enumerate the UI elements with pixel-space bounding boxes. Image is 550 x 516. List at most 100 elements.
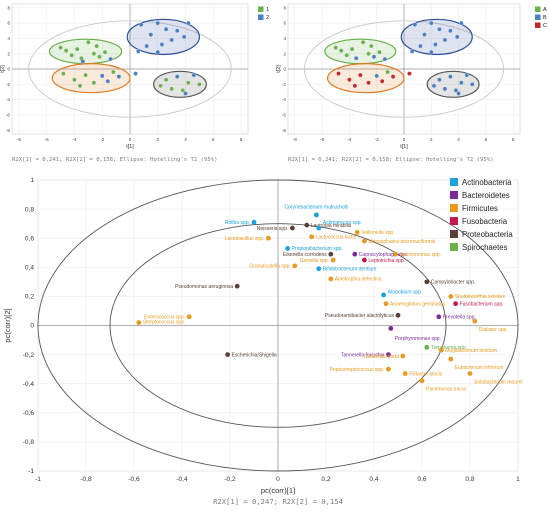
loading-point [328,251,334,257]
loading-plot: Rothia spp. Corynebacterium matruchotii Ne… [3,177,523,506]
point-label: Fusobacterium spp. [460,301,504,307]
legend-swatch [535,22,541,28]
point-label: Abiotrophia defectiva [335,277,382,283]
loading-point [400,353,406,359]
point-label: Shuttleworthia setelles [455,294,506,300]
point-label: Pseudoramibacter alactolyticus [325,313,395,319]
x-tick-label: 6 [212,137,215,142]
x-tick-label: -1 [35,476,41,483]
y-tick-label: -4 [282,97,287,102]
correlation-ellipse [37,179,519,472]
x-tick-label: 8 [512,137,515,142]
score-point [138,22,144,27]
legend-swatch [450,217,458,225]
y-tick-label: 6 [283,21,286,26]
legend-swatch [258,6,264,12]
x-tick-label: -6 [45,137,50,142]
loading-point [402,371,408,376]
point-label: Pseudomonas aeruginosa [175,284,233,290]
x-tick-label: -4 [72,137,77,142]
legend-label: Bacteroidetes [462,191,510,200]
correlation-ellipse [109,223,447,428]
legend-label: B [543,15,547,21]
loading-point [136,320,142,325]
score-point [111,69,116,75]
legend-label: 2 [266,15,269,21]
score-point [186,20,191,26]
score-point [442,37,448,43]
score-point [418,43,423,49]
legend-label: Firmicutes [462,204,498,213]
plot-caption: R2X[1] = 0,247; R2X[2] = 0,154 [213,497,343,506]
x-tick-label: -6 [320,137,325,142]
loading-point [453,301,458,307]
y-axis-label: t[2] [276,65,282,73]
point-label: Neisseria spp. [257,226,289,232]
score-point [379,78,385,84]
score-point [105,78,111,84]
x-tick-label: 6 [485,137,488,142]
legend-swatch [450,204,458,212]
y-tick-label: -2 [6,82,11,87]
point-label: Lactobacillus spp. [225,236,265,242]
loading-point [186,314,192,320]
point-label: Treponema spp. [431,345,467,351]
loading-point [467,371,473,376]
score-point [353,56,359,61]
point-label: Selenomonas spp. [400,252,441,258]
plot-caption: R2X[1] = 0,241; R2X[2] = 0,158; Ellipse:… [12,157,217,163]
score-point [72,77,77,82]
loading-point [424,279,430,285]
loading-point [309,234,314,240]
loading-point [448,294,454,299]
score-point [459,20,464,26]
point-label: Mogibacterium timidum [445,348,497,354]
loading-point [328,276,334,282]
y-tick-label: 0 [30,323,34,330]
hotelling-ellipse [28,20,232,118]
score-point [183,91,188,96]
score-point [148,32,154,37]
score-plot-2: -8 -6 -4 -2 0 2 4 6 8 -8 -6 -4 -2 0 2 4 6 8 t[1] t[2] R2X[1]… [276,3,547,163]
point-label: Campylobacter spp. [431,280,475,286]
loading-point [438,347,444,353]
x-tick-label: -0,6 [128,476,140,483]
loading-point [395,312,401,318]
score-point [390,74,396,79]
score-point [422,32,427,37]
x-tick-label: 0 [276,476,280,483]
loading-point [354,229,360,235]
y-tick-label: -0,6 [23,410,35,417]
x-tick-label: -0,2 [224,476,236,483]
legend-label: 1 [266,7,269,13]
x-tick-label: 4 [184,137,187,142]
score-point [429,20,434,26]
legend-label: Spirochaetes [462,243,508,252]
score-point [454,34,460,40]
point-label: Lautropia mirabilis [311,223,352,229]
y-axis-label: pc(corr)[2] [3,308,12,342]
y-tick-label: 1 [30,177,34,184]
x-tick-label: -2 [100,137,105,142]
point-label: Capnocytophaga spp. [359,252,408,258]
x-tick-label: 2 [156,137,159,142]
score-plot-1: -8 -6 -4 -2 0 2 4 6 8 -8 -6 -4 -2 0 2 4 6 8 t[1] t[2] R2X[1]… [0,3,269,163]
x-tick-label: 0,4 [369,476,378,483]
y-tick-label: 6 [7,21,10,26]
score-point [371,54,377,60]
loading-point [316,225,322,231]
x-tick-label: -4 [347,137,352,142]
x-tick-label: 4 [457,137,460,142]
score-point [191,72,197,78]
point-label: Gemella spp. [300,258,329,264]
point-label: Tannerella forsythia [341,352,385,358]
score-point [448,74,453,79]
y-tick-label: -1 [28,468,34,475]
score-point [58,45,63,50]
point-label: Atopobium spp. [388,290,423,296]
x-tick-label: -8 [293,137,298,142]
loading-point [352,251,358,257]
score-point [159,42,165,47]
score-point [169,86,174,92]
score-point [74,46,80,52]
